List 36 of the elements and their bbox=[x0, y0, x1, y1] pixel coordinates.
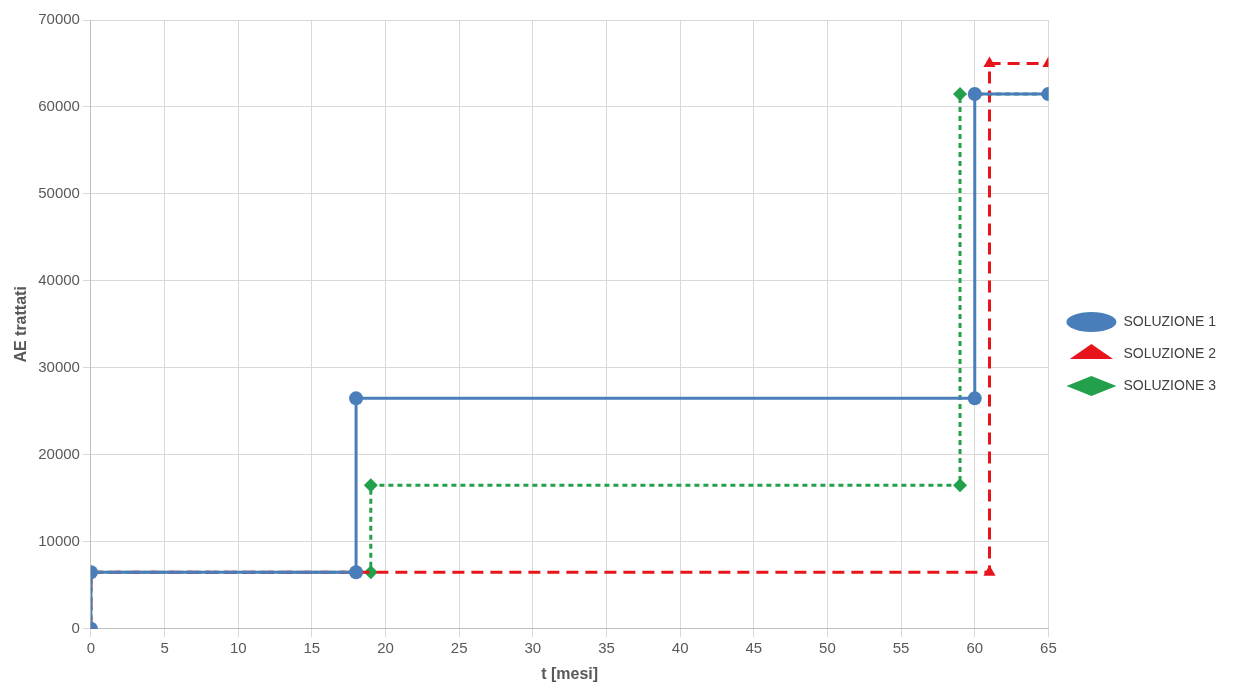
point bbox=[983, 56, 996, 67]
y-tick-label: 40000 bbox=[38, 271, 80, 289]
x-tick-label: 50 bbox=[819, 638, 836, 656]
y-tick-label: 0 bbox=[71, 618, 80, 636]
point bbox=[967, 86, 982, 101]
x-axis-title: t [mesi] bbox=[541, 664, 599, 682]
x-tick-label: 45 bbox=[745, 638, 763, 656]
y-axis-title: AE trattati bbox=[12, 286, 30, 363]
point bbox=[349, 565, 364, 580]
legend-label: SOLUZIONE 1 bbox=[1123, 312, 1217, 329]
x-tick-label: 20 bbox=[377, 638, 394, 656]
y-tick-label: 20000 bbox=[38, 445, 80, 462]
x-tick-label: 15 bbox=[303, 638, 321, 656]
point bbox=[967, 391, 982, 406]
point bbox=[363, 478, 378, 493]
x-tick-label: 0 bbox=[86, 638, 96, 656]
point bbox=[953, 86, 968, 101]
point bbox=[983, 565, 996, 576]
x-tick-label: 30 bbox=[524, 638, 542, 656]
y-tick-label: 10000 bbox=[38, 531, 80, 549]
y-tick-label: 70000 bbox=[38, 10, 80, 28]
y-tick-label: 30000 bbox=[38, 358, 80, 376]
point bbox=[349, 391, 364, 406]
point bbox=[953, 478, 968, 493]
legend-label: SOLUZIONE 3 bbox=[1123, 376, 1217, 393]
x-tick-label: 10 bbox=[229, 638, 247, 656]
x-tick-label: 40 bbox=[671, 638, 689, 656]
x-tick-label: 55 bbox=[892, 638, 910, 656]
x-tick-label: 65 bbox=[1040, 638, 1057, 656]
legend-label: SOLUZIONE 2 bbox=[1123, 344, 1217, 361]
x-tick-label: 25 bbox=[450, 638, 468, 656]
y-tick-label: 60000 bbox=[38, 97, 80, 115]
x-tick-label: 60 bbox=[966, 638, 984, 656]
x-tick-label: 5 bbox=[160, 638, 169, 656]
x-tick-label: 35 bbox=[598, 638, 615, 656]
y-tick-label: 50000 bbox=[38, 184, 80, 202]
